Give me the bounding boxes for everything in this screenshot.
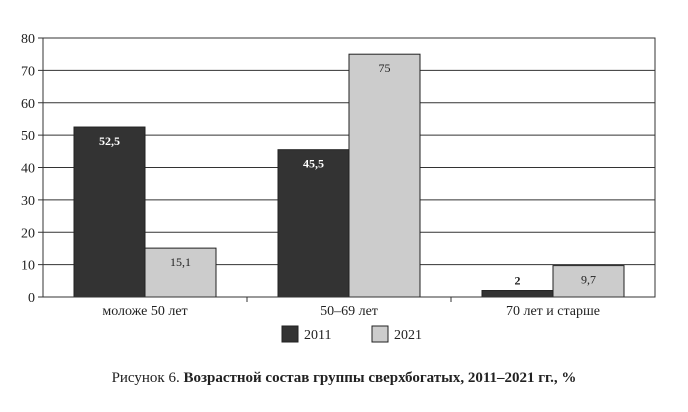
data-label: 9,7 [581, 273, 596, 287]
data-label: 75 [379, 61, 391, 75]
plot-frame [42, 37, 656, 298]
data-label: 45,5 [303, 157, 324, 171]
bar [277, 149, 350, 298]
legend-swatch [371, 325, 389, 343]
data-label: 15,1 [170, 255, 191, 269]
caption-prefix: Рисунок 6. [111, 370, 180, 386]
y-tick-label: 10 [21, 259, 35, 274]
y-tick-label: 20 [21, 226, 35, 241]
x-category-label: 70 лет и старше [506, 304, 600, 319]
bar [73, 126, 146, 298]
bar [481, 290, 554, 298]
x-category-label: моложе 50 лет [102, 304, 187, 319]
y-tick-label: 50 [21, 129, 35, 144]
figure-caption: Рисунок 6. Возрастной состав группы свер… [0, 370, 688, 387]
bar [144, 247, 217, 298]
x-category-label: 50–69 лет [320, 304, 378, 319]
legend-label: 2021 [394, 328, 422, 343]
y-tick-label: 30 [21, 194, 35, 209]
bar [348, 53, 421, 298]
y-tick-label: 40 [21, 162, 35, 177]
data-label: 2 [515, 274, 521, 288]
y-tick-label: 80 [21, 32, 35, 47]
legend-swatch [281, 325, 299, 343]
legend-label: 2011 [304, 328, 331, 343]
y-tick-label: 60 [21, 97, 35, 112]
caption-title: Возрастной состав группы сверхбогатых, 2… [183, 370, 577, 386]
y-tick-label: 70 [21, 64, 35, 79]
bar-chart: 52,5 15,1 45,5 75 2 9,7 0 10 20 30 40 50 60 70 80 моло… [21, 32, 656, 343]
y-tick-label: 0 [28, 291, 35, 306]
data-label: 52,5 [99, 134, 120, 148]
